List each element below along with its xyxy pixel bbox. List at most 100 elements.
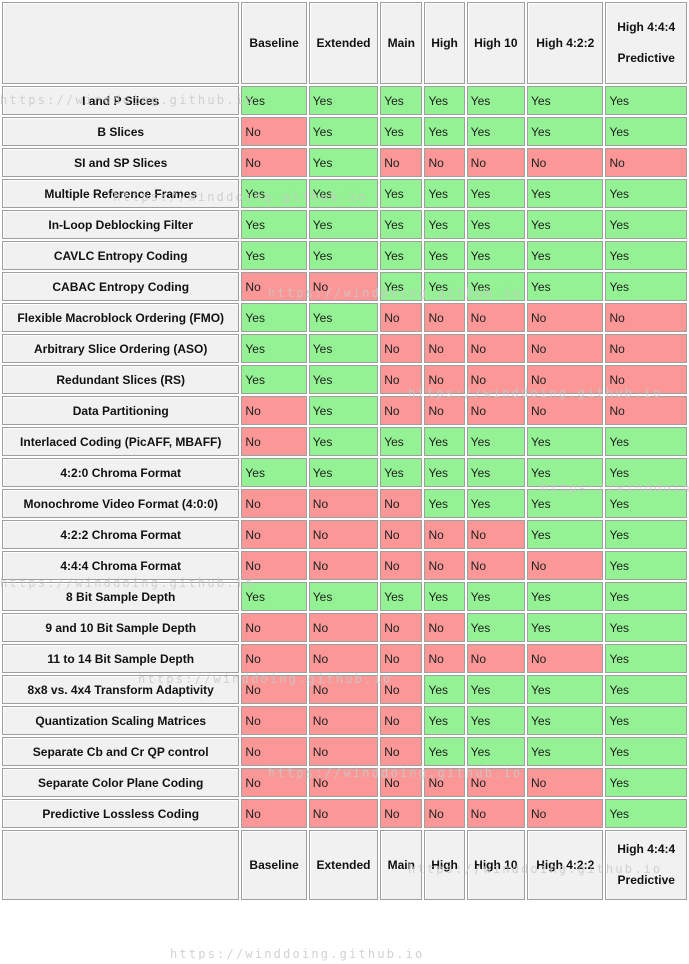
value-cell-yes: Yes — [308, 365, 379, 394]
value-cell-yes: Yes — [605, 551, 687, 580]
value-cell-yes: Yes — [466, 675, 526, 704]
value-cell-no: No — [527, 334, 604, 363]
value-cell-no: No — [308, 799, 379, 828]
table-row: Redundant Slices (RS) Yes Yes No No No No No — [2, 365, 687, 394]
table-row: 8 Bit Sample Depth Yes Yes Yes Yes Yes Yes Yes — [2, 582, 687, 611]
feature-cell: I and P Slices — [2, 86, 240, 115]
value-cell-no: No — [308, 768, 379, 797]
value-cell-yes: Yes — [424, 86, 465, 115]
corner-cell-bottom — [2, 830, 240, 900]
value-cell-yes: Yes — [241, 334, 307, 363]
table-row: 8x8 vs. 4x4 Transform Adaptivity No No No Ye… — [2, 675, 687, 704]
value-cell-yes: Yes — [308, 334, 379, 363]
table-row: I and P Slices Yes Yes Yes Yes Yes Yes Yes — [2, 86, 687, 115]
column-header-line: High 4:4:4 — [617, 842, 676, 856]
value-cell-no: No — [424, 148, 465, 177]
value-cell-yes: Yes — [605, 272, 687, 301]
column-header-high: High — [424, 2, 465, 84]
value-cell-no: No — [527, 644, 604, 673]
column-header-line: High — [431, 35, 458, 50]
feature-cell: 11 to 14 Bit Sample Depth — [2, 644, 240, 673]
value-cell-no: No — [424, 799, 465, 828]
value-cell-yes: Yes — [241, 365, 307, 394]
column-header-high-4-2-2: High 4:2:2 — [527, 2, 604, 84]
feature-cell: SI and SP Slices — [2, 148, 240, 177]
value-cell-no: No — [241, 675, 307, 704]
value-cell-yes: Yes — [527, 241, 604, 270]
value-cell-no: No — [527, 365, 604, 394]
value-cell-no: No — [241, 799, 307, 828]
feature-cell: Monochrome Video Format (4:0:0) — [2, 489, 240, 518]
column-header-line: Baseline — [249, 35, 299, 50]
value-cell-yes: Yes — [527, 582, 604, 611]
value-cell-yes: Yes — [527, 520, 604, 549]
value-cell-yes: Yes — [466, 582, 526, 611]
value-cell-yes: Yes — [527, 458, 604, 487]
value-cell-no: No — [527, 551, 604, 580]
feature-cell: Arbitrary Slice Ordering (ASO) — [2, 334, 240, 363]
value-cell-yes: Yes — [424, 675, 465, 704]
value-cell-yes: Yes — [605, 210, 687, 239]
watermark-text: https://winddoing.github.io — [170, 947, 425, 961]
value-cell-yes: Yes — [308, 86, 379, 115]
value-cell-no: No — [241, 489, 307, 518]
value-cell-yes: Yes — [527, 210, 604, 239]
value-cell-yes: Yes — [308, 117, 379, 146]
table-row: Arbitrary Slice Ordering (ASO) Yes Yes No No… — [2, 334, 687, 363]
value-cell-no: No — [605, 396, 687, 425]
value-cell-no: No — [466, 148, 526, 177]
value-cell-no: No — [308, 489, 379, 518]
value-cell-yes: Yes — [424, 117, 465, 146]
value-cell-yes: Yes — [605, 241, 687, 270]
column-header-high: High — [424, 830, 465, 900]
value-cell-no: No — [466, 551, 526, 580]
value-cell-no: No — [308, 613, 379, 642]
value-cell-no: No — [241, 427, 307, 456]
value-cell-yes: Yes — [241, 458, 307, 487]
value-cell-no: No — [380, 489, 423, 518]
value-cell-yes: Yes — [466, 427, 526, 456]
table-row: Monochrome Video Format (4:0:0) No No No Yes… — [2, 489, 687, 518]
value-cell-no: No — [466, 396, 526, 425]
value-cell-no: No — [308, 706, 379, 735]
value-cell-yes: Yes — [241, 582, 307, 611]
value-cell-yes: Yes — [466, 737, 526, 766]
value-cell-no: No — [241, 737, 307, 766]
value-cell-yes: Yes — [605, 737, 687, 766]
value-cell-yes: Yes — [605, 427, 687, 456]
value-cell-no: No — [241, 644, 307, 673]
table-header: Baseline Extended Main High High 10 High 4:2:… — [2, 2, 687, 84]
value-cell-yes: Yes — [424, 427, 465, 456]
table-row: Separate Cb and Cr QP control No No No Yes Ye… — [2, 737, 687, 766]
value-cell-yes: Yes — [466, 117, 526, 146]
value-cell-yes: Yes — [466, 272, 526, 301]
value-cell-yes: Yes — [308, 148, 379, 177]
table-row: Interlaced Coding (PicAFF, MBAFF) No Yes Ye… — [2, 427, 687, 456]
table-row: In-Loop Deblocking Filter Yes Yes Yes Yes Yes… — [2, 210, 687, 239]
column-header-line: High 4:2:2 — [536, 35, 595, 50]
column-header-line: Predictive — [617, 51, 675, 65]
value-cell-no: No — [380, 675, 423, 704]
feature-cell: 4:2:2 Chroma Format — [2, 520, 240, 549]
value-cell-no: No — [380, 706, 423, 735]
value-cell-yes: Yes — [380, 582, 423, 611]
feature-cell: In-Loop Deblocking Filter — [2, 210, 240, 239]
column-header-main: Main — [380, 2, 423, 84]
value-cell-yes: Yes — [380, 210, 423, 239]
value-cell-no: No — [308, 551, 379, 580]
profile-feature-table: Baseline Extended Main High High 10 High 4:2:… — [2, 2, 687, 900]
value-cell-yes: Yes — [424, 210, 465, 239]
value-cell-yes: Yes — [308, 458, 379, 487]
table-row: 9 and 10 Bit Sample Depth No No No No Yes Yes Y… — [2, 613, 687, 642]
value-cell-no: No — [605, 365, 687, 394]
value-cell-no: No — [424, 334, 465, 363]
column-header-line: Extended — [316, 35, 371, 50]
value-cell-yes: Yes — [605, 582, 687, 611]
column-header-high-4-2-2: High 4:2:2 — [527, 830, 604, 900]
feature-cell: Predictive Lossless Coding — [2, 799, 240, 828]
value-cell-no: No — [241, 520, 307, 549]
value-cell-no: No — [380, 768, 423, 797]
value-cell-yes: Yes — [527, 613, 604, 642]
value-cell-yes: Yes — [380, 427, 423, 456]
